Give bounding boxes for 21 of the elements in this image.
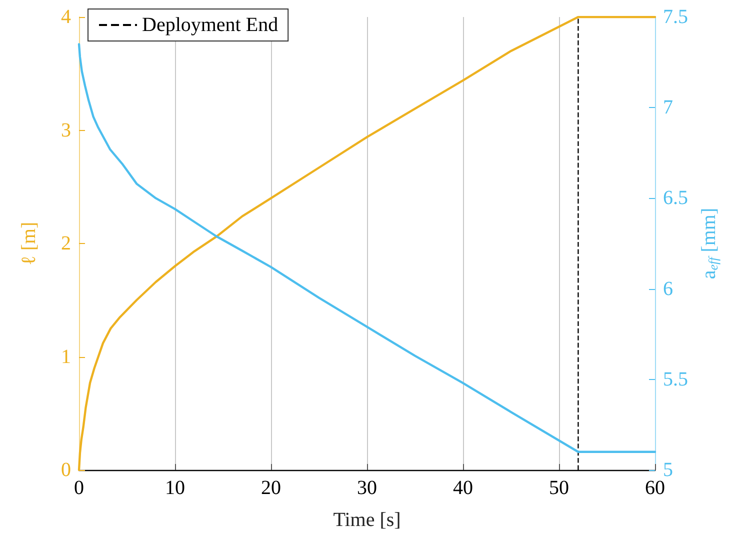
x-tick-label: 50 <box>549 477 569 499</box>
ref-line-label: Deployment End <box>142 14 278 36</box>
y2-tick-label: 7 <box>663 96 673 119</box>
y-tick-label: 4 <box>61 6 71 28</box>
y2-tick-label: 5 <box>663 459 673 481</box>
y-tick-label: 3 <box>61 119 71 142</box>
y-axis-title: ℓ [m] <box>18 222 40 266</box>
x-axis-title: Time [s] <box>333 509 401 531</box>
y2-tick-label: 6.5 <box>663 187 688 210</box>
y2-axis-title: aeff [mm] <box>698 208 720 280</box>
y-tick-label: 1 <box>61 346 71 368</box>
x-tick-label: 60 <box>645 477 665 499</box>
y-tick-label: 2 <box>61 232 71 254</box>
y2-tick-label: 7.5 <box>663 6 688 28</box>
y2-tick-label: 6 <box>663 278 673 300</box>
y-tick-label: 0 <box>61 459 71 481</box>
x-tick-label: 20 <box>261 477 281 499</box>
x-tick-label: 10 <box>165 477 185 499</box>
x-tick-label: 40 <box>453 477 473 499</box>
y2-tick-label: 5.5 <box>663 368 688 390</box>
x-tick-label: 30 <box>357 477 377 499</box>
